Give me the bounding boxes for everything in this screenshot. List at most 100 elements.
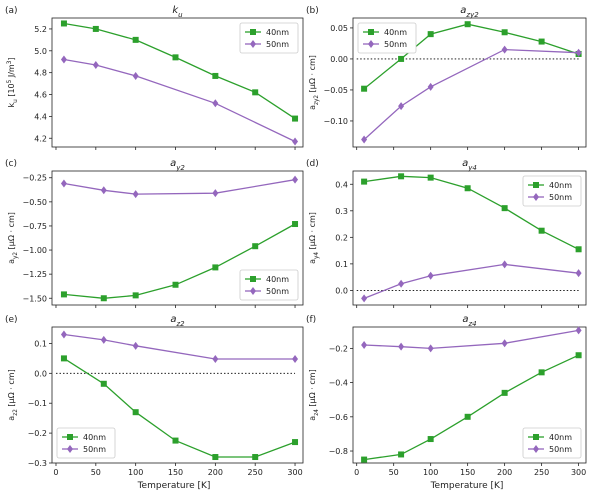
data-point-50nm [361, 135, 368, 144]
data-point-50nm [60, 330, 67, 339]
y-tick-label: 0.4 [335, 180, 348, 189]
panel-title-subscript: z4 [468, 320, 477, 328]
y-tick-label: −1.25 [22, 270, 47, 279]
y-tick-label: −0.50 [22, 198, 47, 207]
data-point-50nm [60, 179, 67, 188]
legend-label-50nm: 50nm [83, 445, 106, 454]
data-point-40nm [292, 439, 299, 446]
legend-label-50nm: 50nm [266, 40, 289, 49]
y-tick-label: 4.6 [34, 91, 47, 100]
data-point-50nm [501, 339, 508, 348]
panel-title-main: a [462, 158, 468, 169]
data-point-40nm [132, 409, 139, 416]
data-point-40nm [212, 72, 219, 79]
x-axis-label-right: Temperature [K] [430, 481, 504, 491]
y-tick-label: 4.4 [34, 112, 47, 121]
legend-marker-50nm [533, 445, 539, 453]
legend-marker-40nm [250, 29, 256, 35]
y-tick-label: −1.00 [22, 246, 47, 255]
panel-b: −0.10 −0.05 0.00 0.05 (b) azy2 azy2 [μΩ · cm] 4… [306, 5, 587, 150]
series-line-50nm [364, 329, 579, 350]
panel-title-subscript: z2 [176, 320, 186, 328]
y-tick-label: −1.50 [22, 294, 47, 303]
panel-title-subscript: zy2 [465, 11, 479, 19]
panel-d: 0.0 0.1 0.2 0.3 0.4 (d) ay4 ay4 [μΩ · cm] 40nm 50… [306, 158, 587, 308]
panel-title-subscript: u [178, 11, 183, 19]
panel-label: (a) [5, 6, 18, 16]
data-point-40nm [172, 437, 179, 444]
panel-c: −1.50 −1.25 −1.00 −0.75 −0.50 −0.25 (c) ay2 ay2 … [5, 158, 304, 308]
data-point-40nm [212, 264, 219, 271]
data-point-50nm [132, 71, 139, 80]
legend-label-40nm: 40nm [384, 28, 407, 37]
panel-label: (d) [306, 159, 319, 169]
plot-frame [51, 326, 304, 464]
plot-frame [352, 326, 587, 464]
data-point-40nm [501, 205, 508, 212]
data-point-50nm [212, 354, 219, 363]
plot-frame [51, 17, 304, 148]
x-tick-label: 250 [534, 468, 549, 477]
panel-title-main: k [172, 5, 179, 16]
data-point-50nm [92, 61, 99, 70]
legend-marker-40nm [368, 29, 374, 35]
plot-frame [51, 170, 304, 306]
data-point-40nm [60, 291, 67, 298]
y-tick-label: 0.2 [335, 233, 348, 242]
data-point-50nm [427, 344, 434, 353]
x-axis-label-left: Temperature [K] [137, 481, 211, 491]
series-line-50nm [63, 179, 296, 195]
data-point-50nm [398, 342, 405, 351]
legend: 40nm 50nm [239, 269, 299, 301]
x-tick-label: 100 [128, 468, 143, 477]
y-axis-label: ku [105 J/m3] [7, 58, 19, 108]
legend-marker-50nm [250, 40, 256, 48]
y-tick-label: −0.05 [323, 86, 348, 95]
data-point-50nm [292, 175, 299, 184]
legend-marker-50nm [533, 193, 539, 201]
y-tick-label: −0.8 [329, 447, 348, 456]
panel-title-main: a [170, 314, 176, 325]
plot-frame [352, 17, 587, 148]
x-tick-label: 0 [354, 468, 359, 477]
series-line-50nm [363, 263, 579, 300]
legend: 40nm 50nm [239, 22, 299, 54]
data-point-40nm [427, 31, 434, 38]
data-point-40nm [427, 174, 434, 181]
data-point-50nm [292, 354, 299, 363]
legend-marker-50nm [67, 445, 73, 453]
series-line-50nm [63, 333, 295, 360]
data-point-40nm [172, 54, 179, 61]
legend: 40nm 50nm [522, 427, 582, 459]
panel-title: azy2 [460, 5, 479, 19]
data-point-50nm [501, 260, 508, 269]
data-point-40nm [464, 185, 471, 192]
data-point-50nm [501, 45, 508, 54]
panel-title: az2 [170, 314, 185, 328]
y-tick-label: −0.25 [22, 174, 47, 183]
y-tick-label: 5.0 [34, 47, 47, 56]
x-tick-label: 100 [423, 468, 438, 477]
data-point-50nm [132, 190, 139, 199]
data-point-40nm [212, 454, 219, 461]
data-point-40nm [60, 355, 67, 362]
x-tick-label: 50 [91, 468, 101, 477]
data-point-40nm [398, 173, 405, 180]
x-tick-label: 250 [248, 468, 263, 477]
legend-marker-40nm [533, 182, 539, 188]
data-point-50nm [100, 186, 107, 195]
data-point-40nm [398, 55, 405, 62]
x-tick-label: 300 [571, 468, 586, 477]
x-tick-label: 0 [53, 468, 58, 477]
legend-label-50nm: 50nm [266, 287, 289, 296]
legend: 40nm 50nm [357, 22, 417, 54]
data-point-40nm [575, 246, 582, 253]
y-axis-label: az2 [μΩ · cm] [7, 369, 19, 420]
panel-label: (e) [5, 315, 18, 325]
data-point-40nm [252, 89, 259, 96]
data-point-40nm [292, 115, 299, 122]
legend-label-40nm: 40nm [83, 433, 106, 442]
data-point-50nm [398, 102, 405, 111]
data-point-40nm [575, 352, 582, 359]
panel-label: (c) [5, 159, 17, 169]
